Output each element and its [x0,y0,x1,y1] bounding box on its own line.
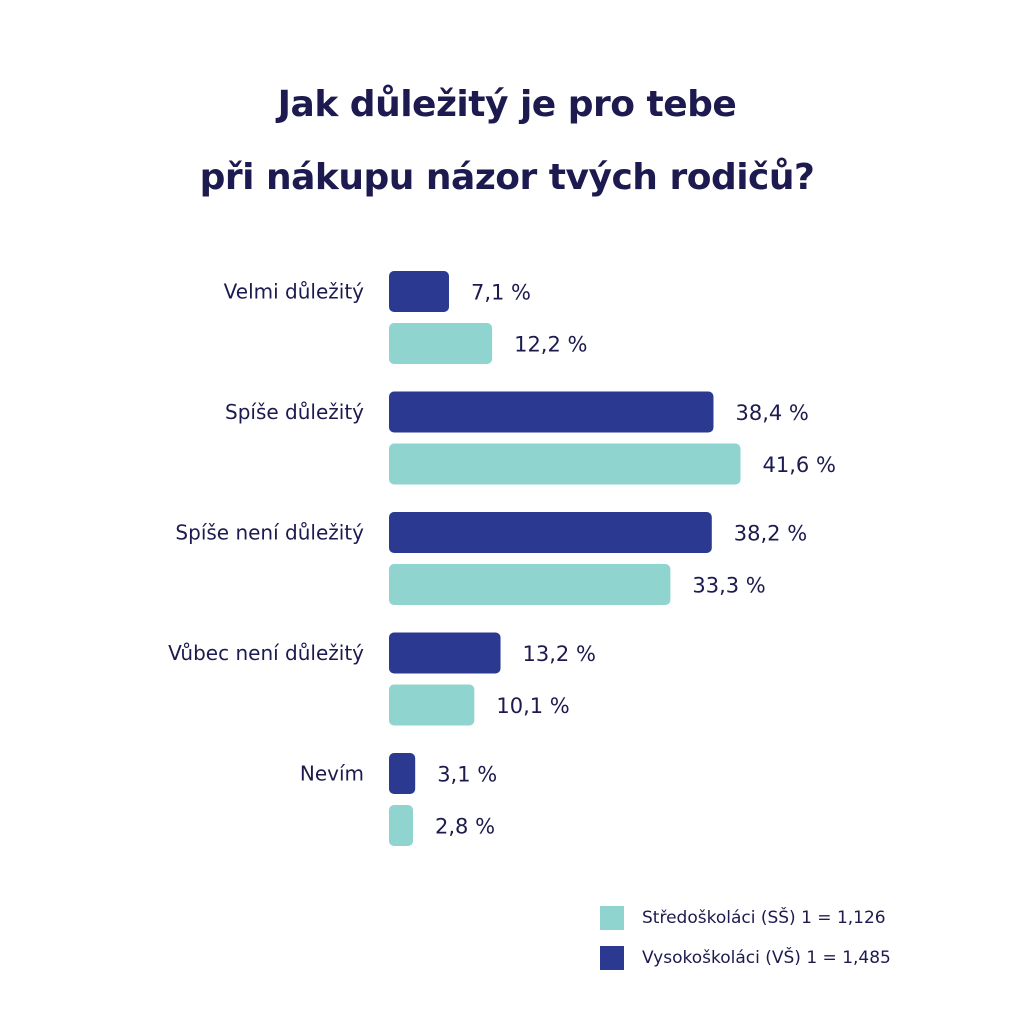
bar [389,443,741,485]
data-label: 10,1 % [496,694,569,718]
legend-swatch-vs [600,946,624,970]
data-label: 33,3 % [692,574,765,598]
category-label: Velmi důležitý [224,280,365,304]
bar [389,271,449,312]
data-label: 2,8 % [435,815,495,839]
category-label: Spíše není důležitý [175,521,364,545]
bar [389,564,671,605]
data-label: 12,2 % [514,333,587,357]
data-label: 3,1 % [437,763,497,787]
bar [389,512,712,553]
chart-title-line-1: Jak důležitý je pro tebe [277,84,737,125]
data-label: 38,2 % [734,522,807,546]
legend-swatch-ss [600,906,624,930]
legend-item-ss: Středoškoláci (SŠ) 1 = 1,126 [600,905,886,931]
bar [389,323,493,364]
data-label: 38,4 % [735,401,808,425]
category-label: Nevím [300,762,364,786]
bar [389,805,413,846]
legend-label-vs: Vysokoškoláci (VŠ) 1 = 1,485 [642,948,891,968]
bar [389,391,714,433]
bar [389,684,475,726]
data-label: 13,2 % [523,642,596,666]
data-label: 41,6 % [763,453,836,477]
legend-item-vs: Vysokoškoláci (VŠ) 1 = 1,485 [600,945,891,971]
chart-title-line-2: při nákupu názor tvých rodičů? [199,157,815,198]
bar [389,632,501,674]
category-label: Spíše důležitý [225,400,364,424]
bar [389,753,416,794]
legend-label-ss: Středoškoláci (SŠ) 1 = 1,126 [642,908,886,928]
category-label: Vůbec není důležitý [168,641,364,665]
data-label: 7,1 % [471,281,531,305]
